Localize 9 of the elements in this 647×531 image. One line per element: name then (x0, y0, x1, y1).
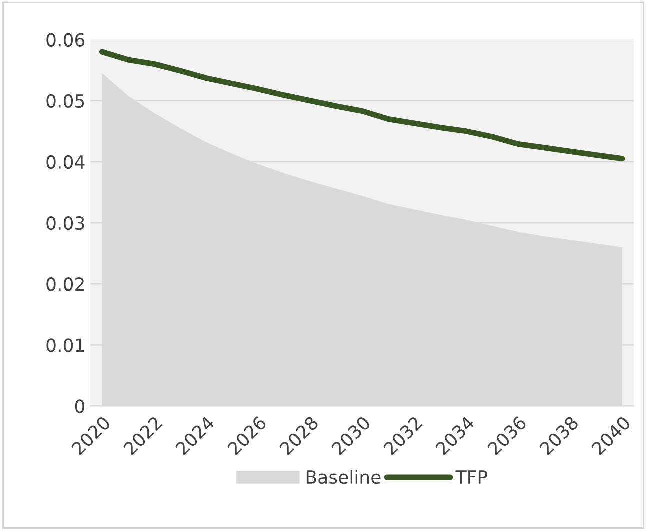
y-tick-label: 0.04 (46, 155, 85, 170)
y-tick-label: 0.02 (46, 278, 84, 292)
y-tick-label: 0.06 (46, 33, 85, 47)
y-tick-label: 0.05 (46, 94, 84, 108)
y-tick-label: 0.01 (46, 338, 84, 352)
legend-label: TFP (456, 470, 488, 484)
legend-label: Baseline (306, 470, 381, 484)
y-tick-label: 0.03 (46, 216, 84, 230)
y-tick-label: 0 (75, 400, 85, 414)
